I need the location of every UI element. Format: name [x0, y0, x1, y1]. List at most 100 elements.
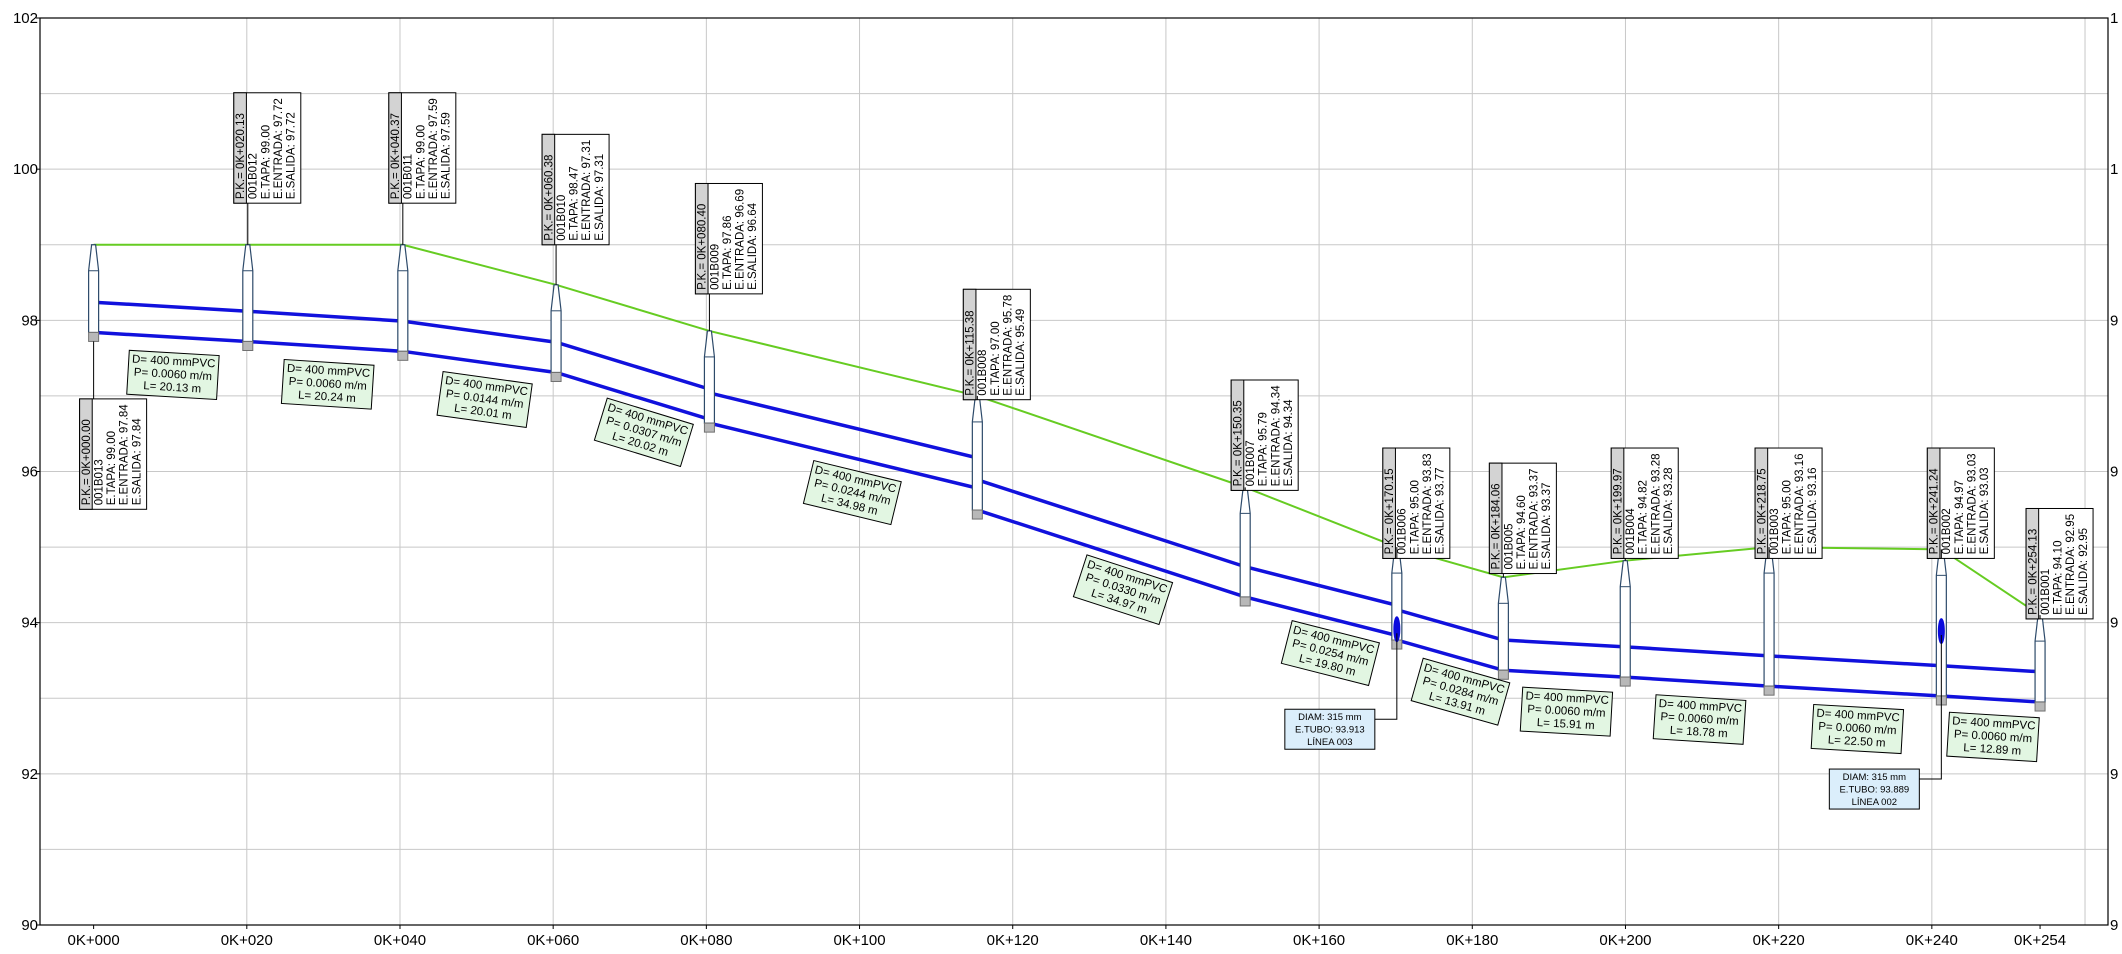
manhole-label-header: [1610, 447, 1625, 559]
pipe-lines: [93, 300, 2041, 704]
manhole-label-001B008: P.K.= 0K+115.38 001B008 E.TAPA: 97.00 E.ENT…: [962, 288, 1031, 401]
manhole-label-001B011: P.K.= 0K+040.37 001B011 E.TAPA: 99.00 E.ENT…: [388, 92, 457, 245]
manhole-label-line: P.K.= 0K+020.13: [235, 113, 247, 199]
manhole-001B010: [550, 284, 562, 382]
x-tick-label: 0K+160: [1293, 932, 1345, 949]
pipe-label-line: D= 400 mmPVC: [1952, 715, 2036, 732]
manhole-label-line: E.SALIDA: 94.34: [1283, 399, 1295, 487]
y-tick-label-right: 9: [2110, 312, 2118, 329]
crossing-label-line: LÍNEA 003: [1307, 737, 1352, 748]
ground-profile-line: [93, 243, 2041, 616]
manholes: [88, 244, 2046, 712]
crossing-label-line: E.TUBO: 93.889: [1839, 785, 1909, 796]
pipe-label-box: [1946, 711, 2040, 763]
manhole-label-line: E.SALIDA: 97.31: [594, 154, 606, 241]
y-tick-label: 94: [21, 615, 38, 632]
manhole-label-line: 001B001: [2040, 569, 2052, 615]
y-tick-label-right: 9: [2110, 464, 2118, 481]
manhole-label-line: P.K.= 0K+000.00: [81, 419, 93, 505]
manhole-label-line: 001B008: [977, 350, 989, 396]
manhole-label-line: E.TAPA: 95.79: [1258, 412, 1270, 486]
manhole-label-001B013: P.K.= 0K+000.00 001B013 E.TAPA: 99.00 E.ENT…: [79, 341, 148, 510]
manhole-label-line: P.K.= 0K+170.15: [1384, 468, 1396, 554]
crossing-label-line: E.TUBO: 93.913: [1295, 725, 1365, 736]
manhole-001B009: [703, 330, 716, 433]
crossing-label-line: DIAM: 315 mm: [1843, 772, 1906, 783]
manhole-label-header: [1754, 447, 1769, 559]
pipe-label-box: [280, 359, 375, 410]
manhole-label-001B010: P.K.= 0K+060.38 001B010 E.TAPA: 98.47 E.ENT…: [541, 133, 610, 285]
manhole-label-line: P.K.= 0K+218.75: [1756, 468, 1768, 554]
pipe-label-box: [1652, 694, 1747, 745]
manhole-label-001B004: P.K.= 0K+199.97 001B004 E.TAPA: 94.82 E.ENT…: [1610, 447, 1679, 561]
y-tick-label-right: 9: [2110, 917, 2118, 934]
manhole-label-line: 001B004: [1625, 508, 1637, 555]
manhole-label-line: E.TAPA: 94.10: [2053, 541, 2065, 615]
manhole-base: [88, 331, 100, 342]
pipe-label-box: [126, 349, 220, 401]
manhole-label-001B007: P.K.= 0K+150.35 001B007 E.TAPA: 95.79 E.ENT…: [1230, 379, 1299, 491]
manhole-001B008: [971, 395, 983, 520]
manhole-label-line: E.TAPA: 97.86: [722, 216, 734, 290]
manhole-001B001: [2034, 614, 2046, 712]
x-tick-label: 0K+200: [1599, 932, 1651, 949]
manhole-label-001B003: P.K.= 0K+218.75 001B003 E.TAPA: 95.00 E.ENT…: [1754, 447, 1823, 559]
y-tick-label: 98: [21, 312, 38, 329]
manhole-001B013: [88, 244, 100, 342]
manhole-shaft: [971, 395, 983, 511]
manhole-shaft: [397, 244, 409, 352]
pipe-label-box: [1810, 703, 1905, 755]
manhole-label-line: E.ENTRADA: 97.59: [428, 98, 440, 199]
pipe-invert-line: [93, 330, 2041, 704]
manhole-shaft: [1619, 560, 1631, 678]
ground-line: [93, 243, 2041, 616]
manhole-001B005: [1497, 576, 1509, 680]
pipe-label-box: [1519, 686, 1614, 737]
y-tick-label-right: 1: [2110, 10, 2118, 27]
pipe-label-line: L= 18.78 m: [1669, 725, 1727, 741]
manhole-label-line: P.K.= 0K+184.06: [1491, 483, 1503, 569]
manhole-label-line: E.SALIDA: 92.95: [2078, 528, 2090, 615]
x-tick-label: 0K+100: [833, 932, 885, 949]
manhole-label-line: E.ENTRADA: 94.34: [1270, 385, 1282, 487]
manhole-base: [1763, 685, 1775, 696]
x-tick-label: 0K+120: [987, 932, 1039, 949]
pipe-label-box: [1280, 620, 1381, 687]
manhole-label-line: E.ENTRADA: 93.83: [1422, 453, 1434, 554]
manhole-label-line: 001B003: [1769, 508, 1781, 554]
manhole-001B007: [1239, 486, 1251, 607]
manhole-001B012: [242, 244, 254, 351]
manhole-001B011: [397, 244, 409, 361]
manhole-label-header: [1926, 447, 1941, 559]
manhole-label-line: E.SALIDA: 97.84: [131, 418, 143, 506]
pipe-label-line: P= 0.0060 m/m: [1954, 729, 2033, 746]
pipe-label-line: P= 0.0060 m/m: [1818, 721, 1897, 737]
pipe-label-line: D= 400 mmPVC: [1658, 698, 1742, 715]
manhole-shaft: [550, 284, 562, 374]
manhole-label-line: E.ENTRADA: 93.28: [1650, 453, 1662, 554]
manhole-label-line: 001B010: [556, 195, 568, 241]
pipe-label-box: [802, 459, 902, 526]
crossing-label-line: LÍNEA 002: [1852, 797, 1897, 808]
y-tick-label: 92: [21, 766, 38, 783]
manhole-label-line: E.ENTRADA: 92.95: [2065, 514, 2077, 615]
manhole-label-line: 001B009: [709, 244, 721, 290]
y-tick-label-right: 9: [2110, 766, 2118, 783]
manhole-label-line: P.K.= 0K+040.37: [390, 113, 402, 199]
manhole-label-001B006: P.K.= 0K+170.15 001B006 E.TAPA: 95.00 E.ENT…: [1382, 447, 1451, 559]
manhole-label-line: E.ENTRADA: 93.16: [1794, 453, 1806, 554]
manhole-label-line: E.SALIDA: 93.16: [1807, 467, 1819, 554]
pipe-label-line: L= 22.50 m: [1827, 734, 1885, 749]
manhole-label-line: P.K.= 0K+150.35: [1232, 400, 1244, 486]
pipe-label-line: P= 0.0060 m/m: [1660, 711, 1739, 728]
